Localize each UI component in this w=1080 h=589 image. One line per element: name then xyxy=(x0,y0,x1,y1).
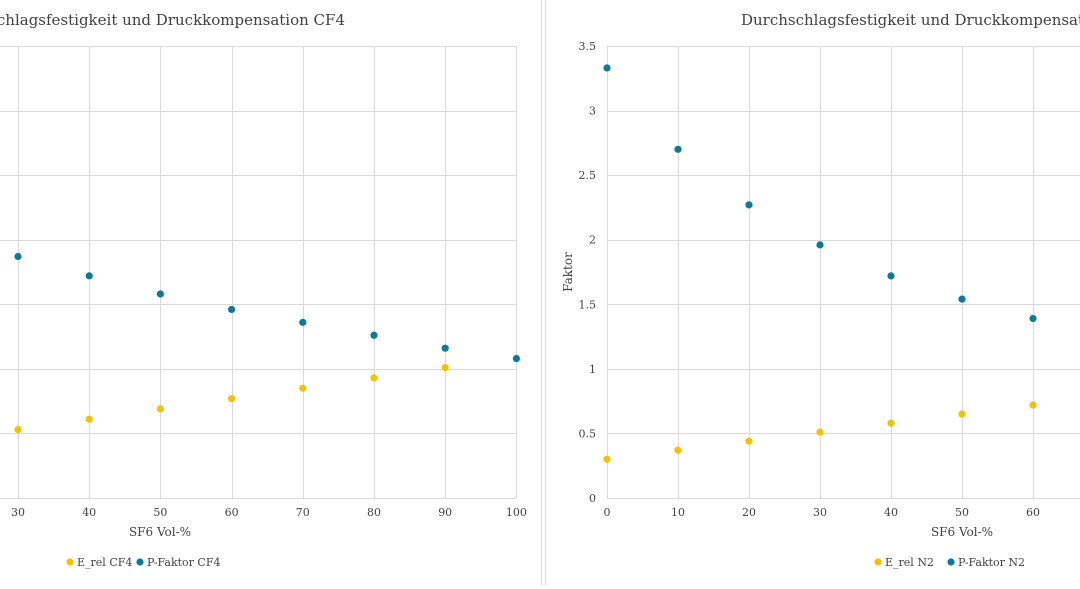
e-rel-point xyxy=(370,374,378,382)
p-factor-point xyxy=(156,290,164,298)
e-rel-point xyxy=(85,415,93,423)
chart-n2: Durchschlagsfestigkeit und Druckkompensa… xyxy=(561,11,1080,569)
y-tick-label: 3.5 xyxy=(579,40,597,53)
e-rel-point xyxy=(441,363,449,372)
e-rel-point xyxy=(603,455,611,463)
p-factor-point xyxy=(674,145,682,153)
legend-marker xyxy=(874,558,882,566)
legend-label: E_rel N2 xyxy=(885,556,934,569)
x-tick-label: 70 xyxy=(296,506,310,519)
p-factor-point xyxy=(370,331,378,339)
x-tick-label: 0 xyxy=(604,506,611,519)
x-tick-label: 60 xyxy=(1026,506,1040,519)
x-tick-label: 50 xyxy=(153,506,167,519)
legend-marker xyxy=(947,558,955,566)
x-axis-label: SF6 Vol-% xyxy=(129,525,191,539)
e-rel-point xyxy=(958,410,966,418)
y-tick-label: 2.5 xyxy=(579,169,597,182)
e-rel-point xyxy=(887,419,895,427)
y-tick-label: 0.5 xyxy=(579,427,597,440)
x-tick-label: 20 xyxy=(742,506,756,519)
x-tick-label: 80 xyxy=(367,506,381,519)
x-tick-label: 50 xyxy=(955,506,969,519)
x-tick-label: 40 xyxy=(884,506,898,519)
x-tick-label: 90 xyxy=(438,506,452,519)
p-factor-point xyxy=(1029,314,1037,323)
legend-label: P-Faktor CF4 xyxy=(147,556,220,569)
x-tick-label: 10 xyxy=(671,506,685,519)
p-factor-point xyxy=(85,272,93,280)
y-tick-label: 0 xyxy=(589,492,596,505)
e-rel-point xyxy=(1029,401,1037,409)
x-tick-label: 40 xyxy=(82,506,96,519)
e-rel-point xyxy=(14,425,22,434)
legend-label: P-Faktor N2 xyxy=(958,556,1025,569)
p-factor-point xyxy=(14,252,22,261)
y-tick-label: 3 xyxy=(589,105,596,118)
legend-marker xyxy=(136,558,144,566)
p-factor-point xyxy=(512,354,521,363)
p-factor-point xyxy=(745,201,753,209)
e-rel-point xyxy=(228,394,236,403)
p-factor-point xyxy=(816,241,824,249)
p-factor-point xyxy=(299,318,307,326)
e-rel-point xyxy=(299,384,307,392)
p-factor-point xyxy=(887,272,895,280)
legend-label: E_rel CF4 xyxy=(77,556,132,569)
chart-title: Durchschlagsfestigkeit und Druckkompensa… xyxy=(0,11,345,29)
x-tick-label: 30 xyxy=(813,506,827,519)
y-tick-label: 2 xyxy=(589,234,596,247)
y-tick-label: 1.5 xyxy=(579,298,597,311)
chart-cf4: Durchschlagsfestigkeit und Druckkompensa… xyxy=(0,11,527,569)
e-rel-point xyxy=(674,446,682,454)
x-tick-label: 100 xyxy=(506,506,527,519)
p-factor-point xyxy=(603,64,611,72)
y-tick-label: 1 xyxy=(589,363,596,376)
x-tick-label: 60 xyxy=(225,506,239,519)
e-rel-point xyxy=(745,437,753,445)
e-rel-point xyxy=(816,428,824,436)
legend-marker xyxy=(66,558,74,566)
p-factor-point xyxy=(228,305,236,314)
x-tick-label: 30 xyxy=(11,506,25,519)
y-axis-label: Faktor xyxy=(561,252,575,292)
p-factor-point xyxy=(441,344,449,352)
chart-title: Durchschlagsfestigkeit und Druckkompensa… xyxy=(741,11,1080,29)
e-rel-point xyxy=(156,405,164,413)
p-factor-point xyxy=(958,295,966,303)
x-axis-label: SF6 Vol-% xyxy=(931,525,993,539)
